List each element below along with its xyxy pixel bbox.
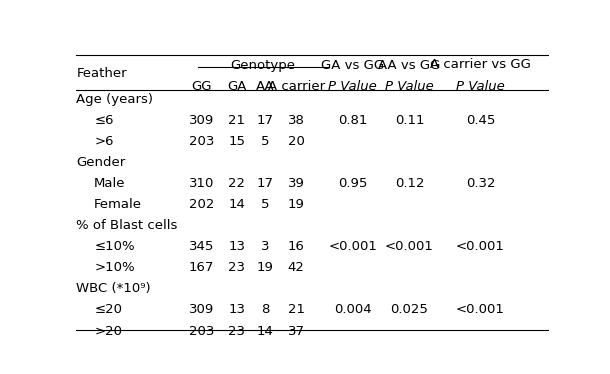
Text: ≤10%: ≤10%	[94, 240, 135, 254]
Text: 0.12: 0.12	[395, 177, 425, 190]
Text: 13: 13	[229, 303, 245, 316]
Text: 309: 309	[189, 114, 214, 127]
Text: 22: 22	[229, 177, 245, 190]
Text: ≤6: ≤6	[94, 114, 113, 127]
Text: AA: AA	[256, 80, 274, 93]
Text: >6: >6	[94, 135, 113, 148]
Text: 21: 21	[229, 114, 245, 127]
Text: A carrier vs GG: A carrier vs GG	[430, 58, 531, 71]
Text: <0.001: <0.001	[328, 240, 377, 254]
Text: 0.45: 0.45	[466, 114, 495, 127]
Text: 167: 167	[189, 261, 214, 275]
Text: 203: 203	[189, 135, 214, 148]
Text: 0.95: 0.95	[338, 177, 367, 190]
Text: >10%: >10%	[94, 261, 135, 275]
Text: 37: 37	[287, 325, 304, 337]
Text: 345: 345	[189, 240, 214, 254]
Text: Female: Female	[94, 198, 142, 211]
Text: 38: 38	[288, 114, 304, 127]
Text: 0.81: 0.81	[338, 114, 367, 127]
Text: Genotype: Genotype	[231, 59, 295, 72]
Text: 14: 14	[257, 325, 274, 337]
Text: 13: 13	[229, 240, 245, 254]
Text: ≤20: ≤20	[94, 303, 122, 316]
Text: Male: Male	[94, 177, 126, 190]
Text: 14: 14	[229, 198, 245, 211]
Text: 5: 5	[261, 135, 270, 148]
Text: 202: 202	[189, 198, 214, 211]
Text: 15: 15	[229, 135, 245, 148]
Text: 310: 310	[189, 177, 214, 190]
Text: % of Blast cells: % of Blast cells	[76, 220, 178, 232]
Text: 20: 20	[288, 135, 304, 148]
Text: >20: >20	[94, 325, 122, 337]
Text: WBC (*10⁹): WBC (*10⁹)	[76, 282, 151, 295]
Text: GA: GA	[228, 80, 246, 93]
Text: 0.004: 0.004	[334, 303, 371, 316]
Text: <0.001: <0.001	[456, 303, 505, 316]
Text: 23: 23	[229, 325, 245, 337]
Text: 21: 21	[287, 303, 304, 316]
Text: 17: 17	[257, 177, 274, 190]
Text: 0.32: 0.32	[465, 177, 495, 190]
Text: Gender: Gender	[76, 156, 126, 169]
Text: 309: 309	[189, 303, 214, 316]
Text: P Value: P Value	[385, 80, 434, 93]
Text: 42: 42	[288, 261, 304, 275]
Text: 8: 8	[261, 303, 270, 316]
Text: 23: 23	[229, 261, 245, 275]
Text: Feather: Feather	[76, 67, 127, 80]
Text: 0.11: 0.11	[395, 114, 425, 127]
Text: 16: 16	[288, 240, 304, 254]
Text: 19: 19	[257, 261, 274, 275]
Text: 0.025: 0.025	[390, 303, 428, 316]
Text: 3: 3	[261, 240, 270, 254]
Text: 5: 5	[261, 198, 270, 211]
Text: <0.001: <0.001	[385, 240, 434, 254]
Text: AA vs GG: AA vs GG	[378, 59, 441, 72]
Text: <0.001: <0.001	[456, 240, 505, 254]
Text: GA vs GG: GA vs GG	[321, 59, 384, 72]
Text: A carrier: A carrier	[268, 80, 325, 93]
Text: GG: GG	[192, 80, 212, 93]
Text: 203: 203	[189, 325, 214, 337]
Text: P Value: P Value	[456, 80, 505, 93]
Text: 39: 39	[288, 177, 304, 190]
Text: Age (years): Age (years)	[76, 93, 153, 106]
Text: P Value: P Value	[328, 80, 377, 93]
Text: 19: 19	[288, 198, 304, 211]
Text: 17: 17	[257, 114, 274, 127]
